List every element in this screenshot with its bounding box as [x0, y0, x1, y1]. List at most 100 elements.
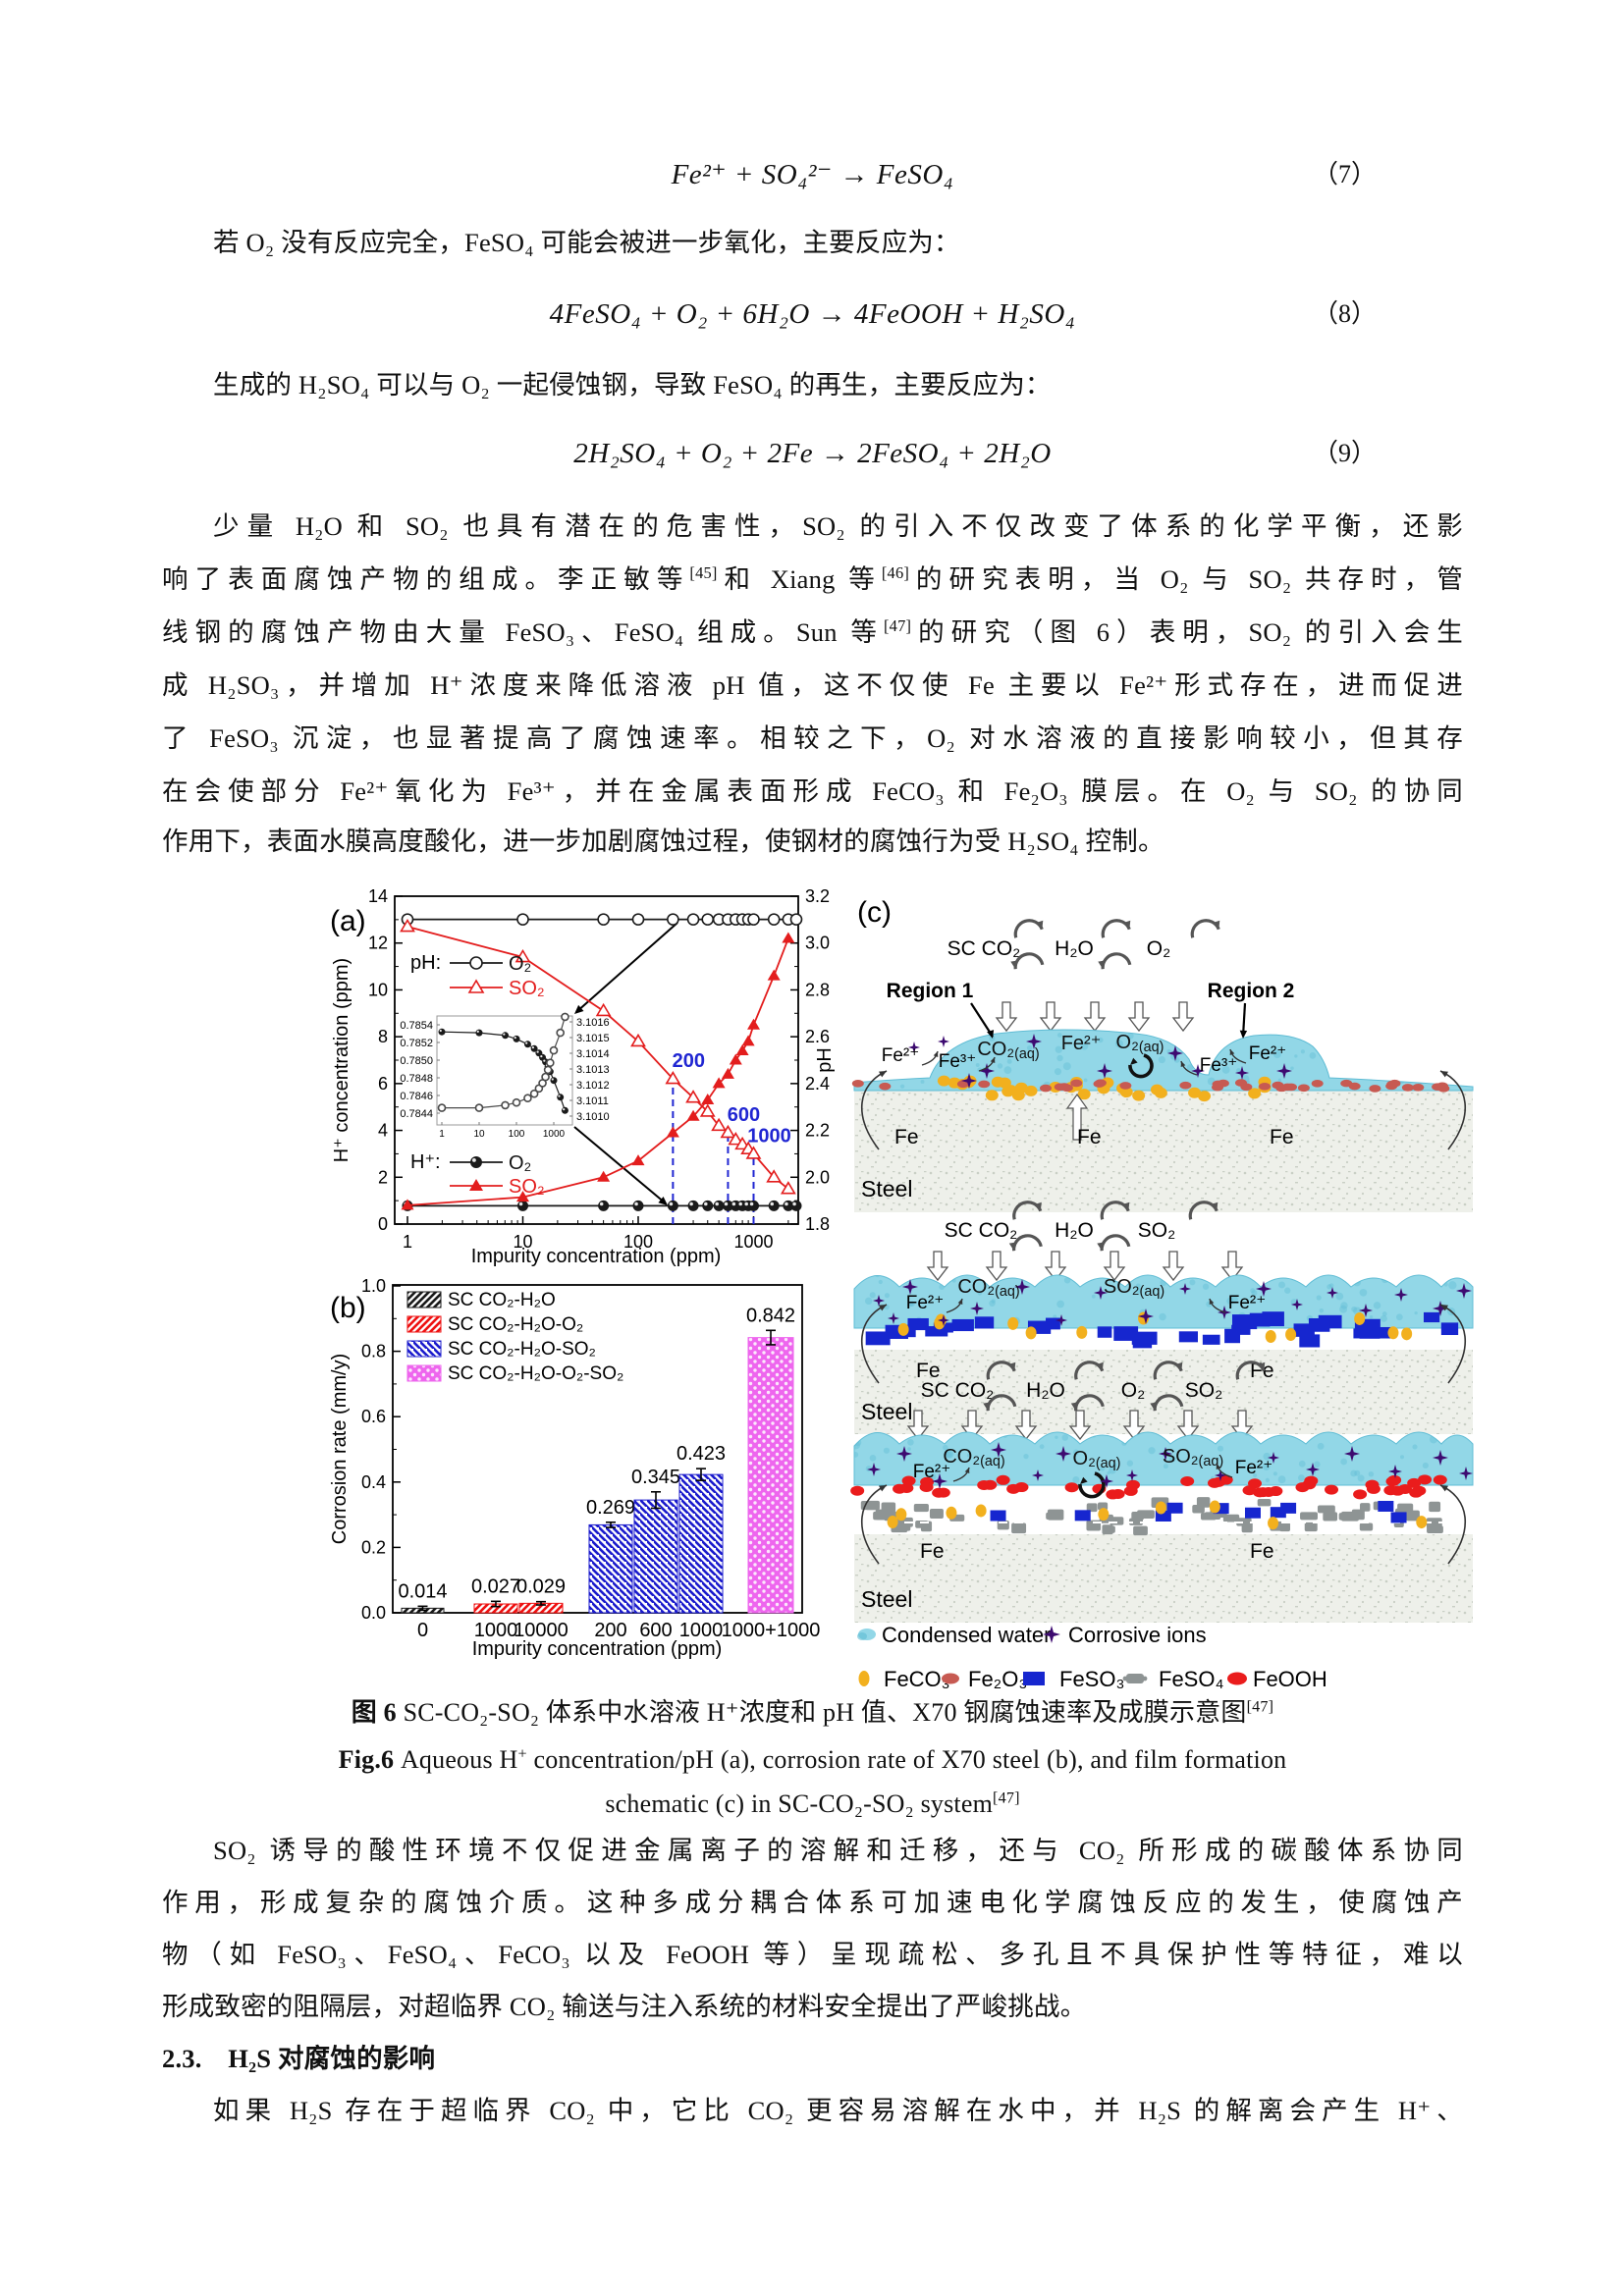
data-point [701, 913, 715, 926]
corrosive-ion-icon [970, 1302, 984, 1315]
arrowhead [1150, 1402, 1158, 1412]
data-point [667, 1200, 678, 1211]
legend-label: Fe₂O₃ [968, 1667, 1027, 1691]
arrowhead [1008, 1242, 1016, 1252]
feco3-particle [1150, 1084, 1164, 1095]
feooh-particle [1212, 1476, 1226, 1487]
feso3-particle [1353, 1328, 1377, 1339]
x-axis-tick: 1 [403, 1232, 412, 1252]
data-point [729, 1053, 742, 1065]
arrowhead [1130, 1057, 1138, 1065]
feooh-particle [919, 1482, 934, 1493]
arrowhead [1070, 1402, 1078, 1412]
figure6-caption-zh: 图 6 SC-CO₂-SO₂ 体系中水溶液 H⁺浓度和 pH 值、X70 钢腐蚀… [351, 1698, 1274, 1727]
data-point [666, 1126, 679, 1138]
legend-label: SO₂ [509, 978, 545, 999]
data-point [631, 1154, 645, 1166]
data-point [501, 1100, 510, 1110]
fe2o3-particle [1039, 1084, 1052, 1093]
arrowhead [1122, 1201, 1130, 1211]
panel-a-label: (a) [330, 905, 366, 937]
y-axis-tick: 0.4 [361, 1472, 386, 1492]
arrowhead [964, 1468, 970, 1473]
x-category-label: 0 [417, 1620, 428, 1641]
arrowhead [1080, 1476, 1088, 1484]
feco3-particle [1248, 1088, 1262, 1099]
inset-x-tick: 1000 [543, 1129, 566, 1140]
feco3-particle [1387, 1326, 1399, 1340]
left-axis-tick: 4 [378, 1121, 388, 1141]
feooh-particle [1366, 1483, 1380, 1494]
feooh-particle [996, 1474, 1010, 1485]
bar-value-label: 0.842 [746, 1305, 795, 1326]
bar-value-label: 0.027 [471, 1575, 520, 1597]
x-axis-tick: 1000 [733, 1232, 773, 1252]
equation-7-number: （7） [1312, 160, 1377, 188]
y-axis-tick: 0.2 [361, 1537, 386, 1557]
fe-dissolution-arrow [860, 1070, 888, 1150]
feso4-particle [1317, 1505, 1335, 1514]
feco3-particle [897, 1322, 909, 1336]
arrowhead [1175, 1362, 1183, 1371]
gas-dissolve-arrow [1103, 1251, 1126, 1282]
feooh-particle [1180, 1476, 1195, 1487]
feco3-particle [1155, 1501, 1166, 1515]
feooh-particle [1014, 1482, 1029, 1493]
exchange-arrow [1013, 952, 1045, 970]
gas-dissolve-arrow [906, 1410, 930, 1441]
figure6-panel-a-chart: (a) 0 2 4 6 8 10 12 14 1.8 2.0 2.2 2.4 2.6 2.8 3.0 3.2 1 1… [330, 886, 836, 1267]
feso3-particle [1440, 1322, 1459, 1336]
paragraph-3-line-1: 少量 H₂O 和 SO₂ 也具有潜在的危害性，SO₂ 的引入不仅改变了体系的化学… [213, 511, 1463, 541]
arrowhead [990, 1057, 996, 1063]
gas-dissolve-arrow [1127, 1001, 1151, 1033]
exchange-arrow [1100, 1234, 1131, 1252]
arrowhead [987, 1030, 995, 1039]
fe-dissolution-arrow [1439, 1304, 1467, 1384]
corrosive-ion-icon [1388, 1465, 1402, 1478]
feso3-particle [865, 1331, 891, 1346]
fe2o3-particle [1179, 1081, 1192, 1090]
feso4-particle [1241, 1522, 1253, 1533]
x-axis-tick: 10 [513, 1232, 532, 1252]
feso3-particle [1280, 1502, 1297, 1514]
feooh-particle [901, 1475, 916, 1486]
right-axis-tick: 3.0 [805, 934, 830, 953]
corrosive-ion-icon [1100, 1474, 1113, 1488]
fe2o3-particle [851, 1079, 864, 1088]
annotation-label: 600 [728, 1104, 760, 1126]
data-point [665, 1071, 681, 1085]
arrowhead [1216, 1464, 1221, 1469]
gas-dissolve-arrow [1014, 1410, 1038, 1441]
feooh-particle [1110, 1488, 1125, 1499]
feco3-particle [1024, 1085, 1038, 1096]
arrowhead [1098, 960, 1106, 970]
data-point [741, 1035, 755, 1046]
o2-reduction-arrow [1128, 1053, 1154, 1079]
aqueous-species-label: CO₂(aq) [943, 1446, 1004, 1469]
legend-swatch [406, 1364, 442, 1382]
data-point [768, 1200, 780, 1211]
data-point [546, 1058, 555, 1067]
legend-swatch [406, 1315, 442, 1333]
paragraph-4-line-3: 物（如 FeSO₃、FeSO₄、FeCO₃ 以及 FeOOH 等）呈现疏松、多孔… [162, 1940, 1463, 1969]
arrowhead [1034, 1201, 1042, 1211]
fe2o3-particle [1234, 1079, 1247, 1087]
data-point [502, 1032, 510, 1040]
legend-label: SC CO₂-H₂O-SO₂ [448, 1339, 596, 1360]
arrowhead [879, 1071, 887, 1078]
corrosive-ion-icon [979, 1063, 995, 1079]
interface-ion-label: Fe³⁺ [1200, 1055, 1238, 1076]
data-point [767, 969, 781, 981]
corrosive-ion-icon [867, 1463, 881, 1476]
data-point [685, 1090, 701, 1103]
feso3-particle [1074, 1510, 1091, 1522]
equation-9-formula: 2H₂SO₄ + O₂ + 2Fe → 2FeSO₄ + 2H₂O [573, 438, 1052, 469]
data-point [467, 979, 485, 993]
gas-dissolve-arrow [1083, 1001, 1107, 1033]
equation-8: 4FeSO₄ + O₂ + 6H₂O → 4FeOOH + H₂SO₄ （8） [162, 288, 1463, 341]
feso4-particle [1429, 1501, 1441, 1513]
feco3-particle [946, 1506, 957, 1520]
feso3-particle [1378, 1500, 1394, 1512]
region-pointer [970, 1002, 994, 1038]
data-point [748, 1200, 759, 1211]
